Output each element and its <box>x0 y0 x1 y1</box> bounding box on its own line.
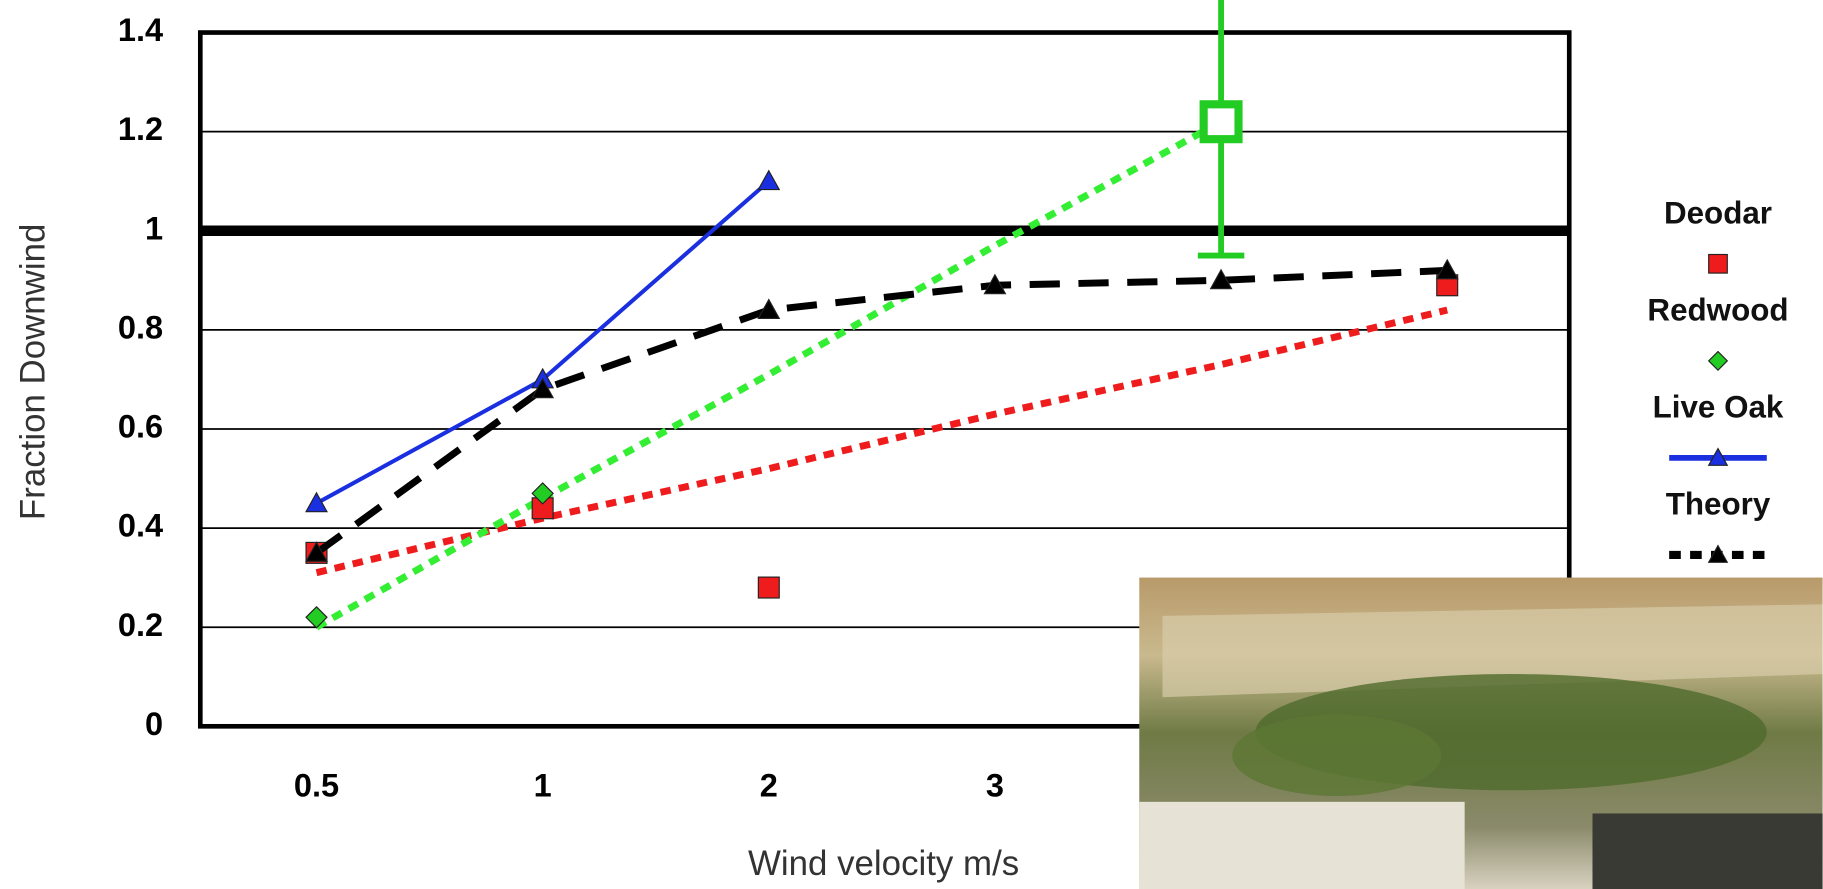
y-tick-label: 0.8 <box>118 309 163 345</box>
marker <box>305 491 328 513</box>
x-tick-label: 0.5 <box>294 767 339 803</box>
legend-label: Theory <box>1666 486 1771 521</box>
x-tick-label: 1 <box>534 767 552 803</box>
y-tick-label: 0.6 <box>118 409 163 445</box>
plot-border <box>197 30 1572 729</box>
y-tick-label: 1.4 <box>118 12 163 48</box>
legend-marker <box>1707 447 1729 466</box>
y-tick-label: 0.2 <box>118 607 163 643</box>
x-tick-label: 2 <box>760 767 778 803</box>
marker <box>757 298 781 319</box>
y-tick-label: 0 <box>145 706 163 742</box>
x-axis-label: Wind velocity m/s <box>748 844 1019 883</box>
marker <box>531 377 555 399</box>
x-tick-label: 3 <box>986 767 1004 803</box>
marker <box>1209 268 1233 290</box>
marker <box>757 576 780 599</box>
marker <box>305 541 328 562</box>
marker <box>531 482 554 505</box>
marker <box>305 606 328 629</box>
plot: 0 0.2 0.4 0.6 0.8 1 1.2 1.4 0.5 1 2 3 Deodar Redwood L… <box>118 0 1789 803</box>
marker <box>1435 258 1459 280</box>
trendline <box>314 118 1223 631</box>
y-tick-label: 0.4 <box>118 508 163 544</box>
legend-marker <box>1707 350 1729 371</box>
legend-marker <box>1707 544 1729 563</box>
legend-label: Live Oak <box>1653 389 1784 424</box>
marker <box>983 273 1007 295</box>
y-tick-label: 1 <box>145 210 163 246</box>
legend-marker <box>1708 253 1728 274</box>
y-axis-label: Fraction Downwind <box>13 224 52 520</box>
legend-label: Deodar <box>1664 195 1772 230</box>
marker <box>757 169 781 191</box>
trendline <box>315 306 1449 577</box>
legend-label: Redwood <box>1647 292 1788 327</box>
marker <box>1199 100 1243 144</box>
y-tick-label: 1.2 <box>118 111 163 147</box>
photo <box>1139 577 1823 889</box>
